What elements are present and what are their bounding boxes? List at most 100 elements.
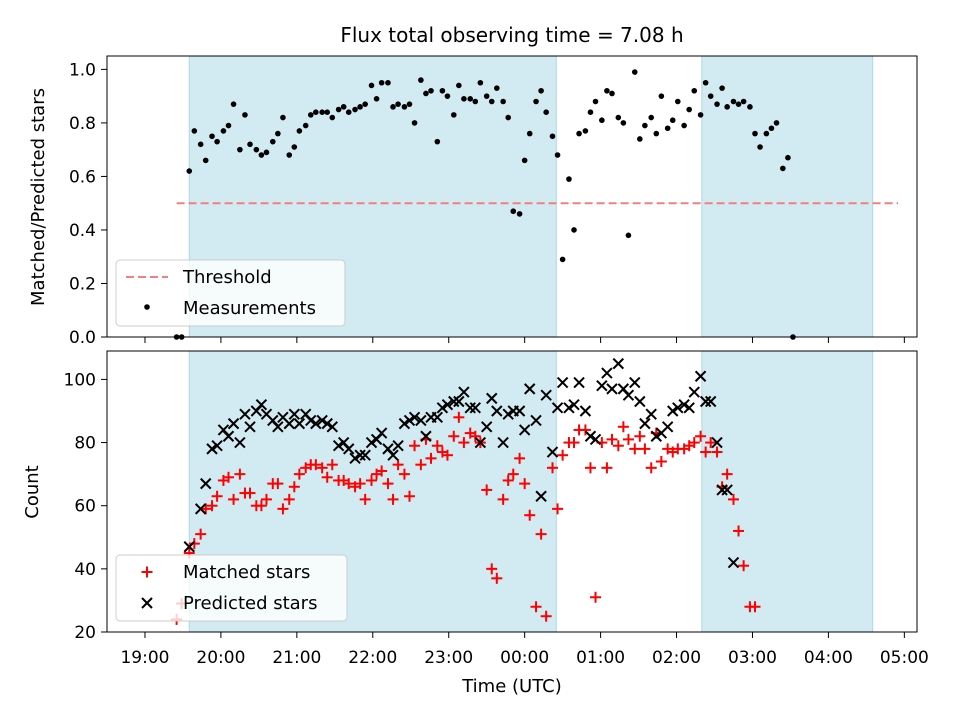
predicted-star-point [183,541,195,553]
matched-star-point [721,468,733,480]
count-points [171,357,761,625]
predicted-star-point [365,436,378,449]
measurement-point [357,104,363,110]
matched-star-point [409,440,421,452]
matched-star-point [441,449,453,461]
measurement-point [439,87,446,94]
predicted-star-point [606,383,618,395]
x-tick-label: 00:00 [500,648,549,668]
matched-star-point [293,468,305,480]
matched-star-point [612,440,624,452]
predicted-star-point [612,357,625,370]
bottom-legend-box [115,554,348,622]
y-tick-label: 20 [74,623,96,643]
predicted-star-point [530,414,542,427]
measurement-point [450,112,457,118]
predicted-star-point [579,405,592,417]
measurement-point [538,87,544,94]
matched-star-point [601,462,613,474]
matched-star-point [568,437,580,449]
predicted-star-point [458,386,470,398]
measurement-point [620,120,627,126]
matched-star-point [448,430,460,442]
predicted-star-point [321,417,333,430]
predicted-star-point [403,414,416,427]
predicted-star-point [694,370,707,382]
matched-star-point [705,437,717,449]
x-tick-label: 21:00 [272,648,321,668]
matched-star-point [272,478,284,490]
legend-matched-marker [141,566,153,578]
matched-star-point [530,601,542,613]
predicted-star-point [672,402,684,414]
predicted-star-point [453,395,465,408]
predicted-star-point [283,417,295,430]
x-tick-label: 19:00 [120,648,169,668]
predicted-star-point [436,402,449,414]
measurement-point [275,130,281,137]
measurement-point [554,152,561,158]
measurement-point [401,104,408,110]
y-tick-label: 0.2 [69,274,96,294]
legend-threshold-label: Threshold [182,267,272,288]
predicted-star-point [354,449,366,461]
matched-star-point [359,493,371,505]
predicted-star-point [589,433,602,446]
matched-star-point [486,563,498,575]
measurement-point [214,138,220,145]
matched-star-point [727,493,739,505]
measurement-point [483,93,490,99]
legend-matched-swatch [141,566,153,578]
measurement-point [609,90,615,97]
measurement-point [313,109,319,115]
measurement-point [768,125,775,132]
matched-star-point [645,462,657,474]
predicted-star-point [349,452,361,465]
measurement-point [477,79,484,86]
measurement-point [307,112,314,118]
matched-star-point [376,465,388,477]
y-tick-label: 80 [74,434,96,454]
y-tick-label: 1.0 [69,60,96,80]
measurement-point [247,141,253,148]
matched-star-point [606,433,618,445]
measurement-point [773,120,780,126]
predicted-star-point [448,395,460,408]
predicted-star-point [316,414,328,427]
predicted-star-point [272,421,284,433]
measurement-point [335,106,342,113]
bottom-y-ticks: 20 40 60 80 100 [64,370,107,643]
matched-star-point [223,471,234,483]
measurement-point [373,96,380,102]
measurement-point [202,157,209,164]
y-tick-label: 100 [64,370,96,390]
matched-star-point [425,452,437,464]
matched-star-point [283,493,295,505]
predicted-star-point [699,395,712,408]
predicted-star-point [474,436,487,449]
predicted-star-point [661,421,674,433]
x-tick-label: 04:00 [804,648,853,668]
matched-star-point [622,433,634,445]
predicted-star-point [650,430,662,442]
predicted-star-point [415,414,427,427]
matched-star-point [547,462,558,474]
measurement-point [516,211,523,217]
matched-star-point [491,572,503,584]
measurement-point [319,109,325,115]
measurement-point [592,98,599,105]
predicted-star-point [206,443,218,455]
measurement-point [362,101,368,107]
matched-star-point [733,525,745,537]
measurement-point [559,256,566,263]
matched-star-point [639,443,651,455]
x-axis-label: Time (UTC) [461,676,562,697]
predicted-star-point [398,417,411,430]
measurement-point [296,128,303,134]
predicted-star-point [645,408,657,420]
matched-star-point [695,430,707,442]
predicted-star-point [596,380,608,392]
matched-star-point [392,459,404,471]
measurement-point [418,77,424,83]
